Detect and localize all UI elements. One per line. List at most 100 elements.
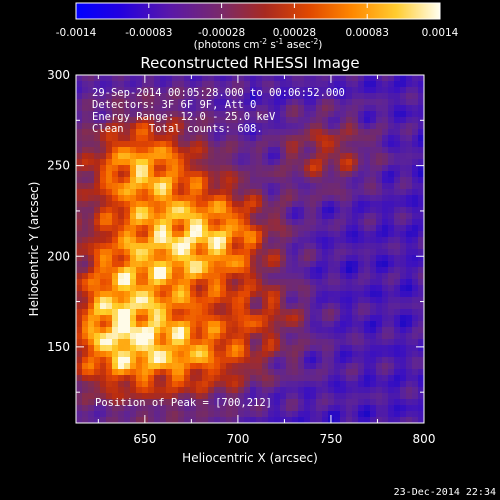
heatmap-cell	[112, 219, 119, 226]
heatmap-cell	[262, 171, 269, 178]
heatmap-cell	[334, 267, 341, 274]
heatmap-cell	[166, 351, 173, 358]
heatmap-cell	[418, 405, 424, 412]
heatmap-cell	[370, 351, 377, 358]
heatmap-cell	[244, 261, 251, 268]
heatmap-cell	[88, 123, 95, 130]
heatmap-cell	[160, 315, 167, 322]
heatmap-cell	[328, 339, 335, 346]
heatmap-cell	[358, 381, 365, 388]
heatmap-cell	[394, 225, 401, 232]
heatmap-cell	[208, 213, 215, 220]
heatmap-cell	[244, 303, 251, 310]
heatmap-cell	[184, 267, 191, 274]
heatmap-cell	[130, 243, 137, 250]
heatmap-cell	[160, 129, 167, 136]
heatmap-cell	[388, 195, 395, 202]
heatmap-cell	[298, 345, 305, 352]
heatmap-cell	[382, 303, 389, 310]
heatmap-cell	[418, 177, 424, 184]
heatmap-cell	[256, 207, 263, 214]
heatmap-cell	[262, 417, 269, 423]
heatmap-cell	[184, 345, 191, 352]
heatmap-cell	[148, 81, 155, 88]
heatmap-cell	[94, 273, 101, 280]
heatmap-cell	[148, 177, 155, 184]
heatmap-cell	[256, 189, 263, 196]
heatmap-cell	[274, 231, 281, 238]
heatmap-cell	[304, 267, 311, 274]
heatmap-cell	[406, 75, 413, 82]
heatmap-cell	[166, 105, 173, 112]
heatmap-cell	[148, 195, 155, 202]
heatmap-cell	[106, 105, 113, 112]
heatmap-cell	[172, 129, 179, 136]
heatmap-cell	[220, 333, 227, 340]
heatmap-cell	[136, 111, 143, 118]
heatmap-cell	[76, 165, 83, 172]
heatmap-cell	[334, 75, 341, 82]
heatmap-cell	[394, 147, 401, 154]
heatmap-cell	[400, 327, 407, 334]
heatmap-cell	[388, 177, 395, 184]
heatmap-cell	[100, 75, 107, 82]
heatmap-cell	[190, 165, 197, 172]
heatmap-cell	[208, 255, 215, 262]
heatmap-cell	[148, 219, 155, 226]
heatmap-cell	[340, 75, 347, 82]
heatmap-cell	[94, 255, 101, 262]
heatmap-cell	[148, 111, 155, 118]
heatmap-cell	[304, 171, 311, 178]
heatmap-cell	[418, 231, 424, 238]
heatmap-cell	[190, 357, 197, 364]
heatmap-cell	[310, 297, 317, 304]
heatmap-cell	[106, 327, 113, 334]
heatmap-cell	[184, 195, 191, 202]
heatmap-cell	[310, 189, 317, 196]
heatmap-cell	[124, 267, 131, 274]
heatmap-cell	[412, 87, 419, 94]
heatmap-cell	[286, 357, 293, 364]
heatmap-cell	[256, 183, 263, 190]
heatmap-cell	[388, 231, 395, 238]
heatmap-cell	[340, 177, 347, 184]
heatmap-cell	[118, 243, 125, 250]
heatmap-cell	[112, 255, 119, 262]
heatmap-cell	[322, 195, 329, 202]
heatmap-cell	[220, 243, 227, 250]
heatmap-cell	[106, 237, 113, 244]
heatmap-cell	[280, 327, 287, 334]
heatmap-cell	[268, 123, 275, 130]
heatmap-cell	[376, 369, 383, 376]
heatmap-cell	[364, 309, 371, 316]
heatmap-cell	[124, 219, 131, 226]
heatmap-cell	[208, 411, 215, 418]
heatmap-cell	[268, 285, 275, 292]
heatmap-cell	[382, 249, 389, 256]
heatmap-cell	[160, 351, 167, 358]
heatmap-cell	[88, 105, 95, 112]
heatmap-cell	[370, 375, 377, 382]
heatmap-cell	[268, 141, 275, 148]
heatmap-cell	[202, 135, 209, 142]
heatmap-cell	[418, 165, 424, 172]
heatmap-cell	[172, 351, 179, 358]
heatmap-cell	[358, 393, 365, 400]
heatmap-cell	[346, 93, 353, 100]
heatmap-cell	[106, 255, 113, 262]
heatmap-cell	[112, 333, 119, 340]
heatmap-cell	[166, 135, 173, 142]
heatmap-cell	[376, 255, 383, 262]
heatmap-cell	[310, 249, 317, 256]
heatmap-cell	[124, 393, 131, 400]
heatmap-cell	[364, 81, 371, 88]
heatmap-cell	[124, 381, 131, 388]
heatmap-cell	[154, 333, 161, 340]
heatmap-cell	[94, 249, 101, 256]
heatmap-cell	[166, 363, 173, 370]
heatmap-cell	[136, 129, 143, 136]
heatmap-cell	[124, 153, 131, 160]
heatmap-cell	[334, 255, 341, 262]
heatmap-cell	[124, 225, 131, 232]
heatmap-cell	[340, 147, 347, 154]
